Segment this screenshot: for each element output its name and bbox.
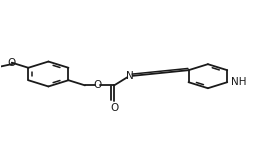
- Text: O: O: [93, 80, 101, 90]
- Text: O: O: [110, 103, 118, 113]
- Text: O: O: [8, 58, 16, 68]
- Text: N: N: [126, 71, 134, 81]
- Text: NH: NH: [230, 77, 246, 87]
